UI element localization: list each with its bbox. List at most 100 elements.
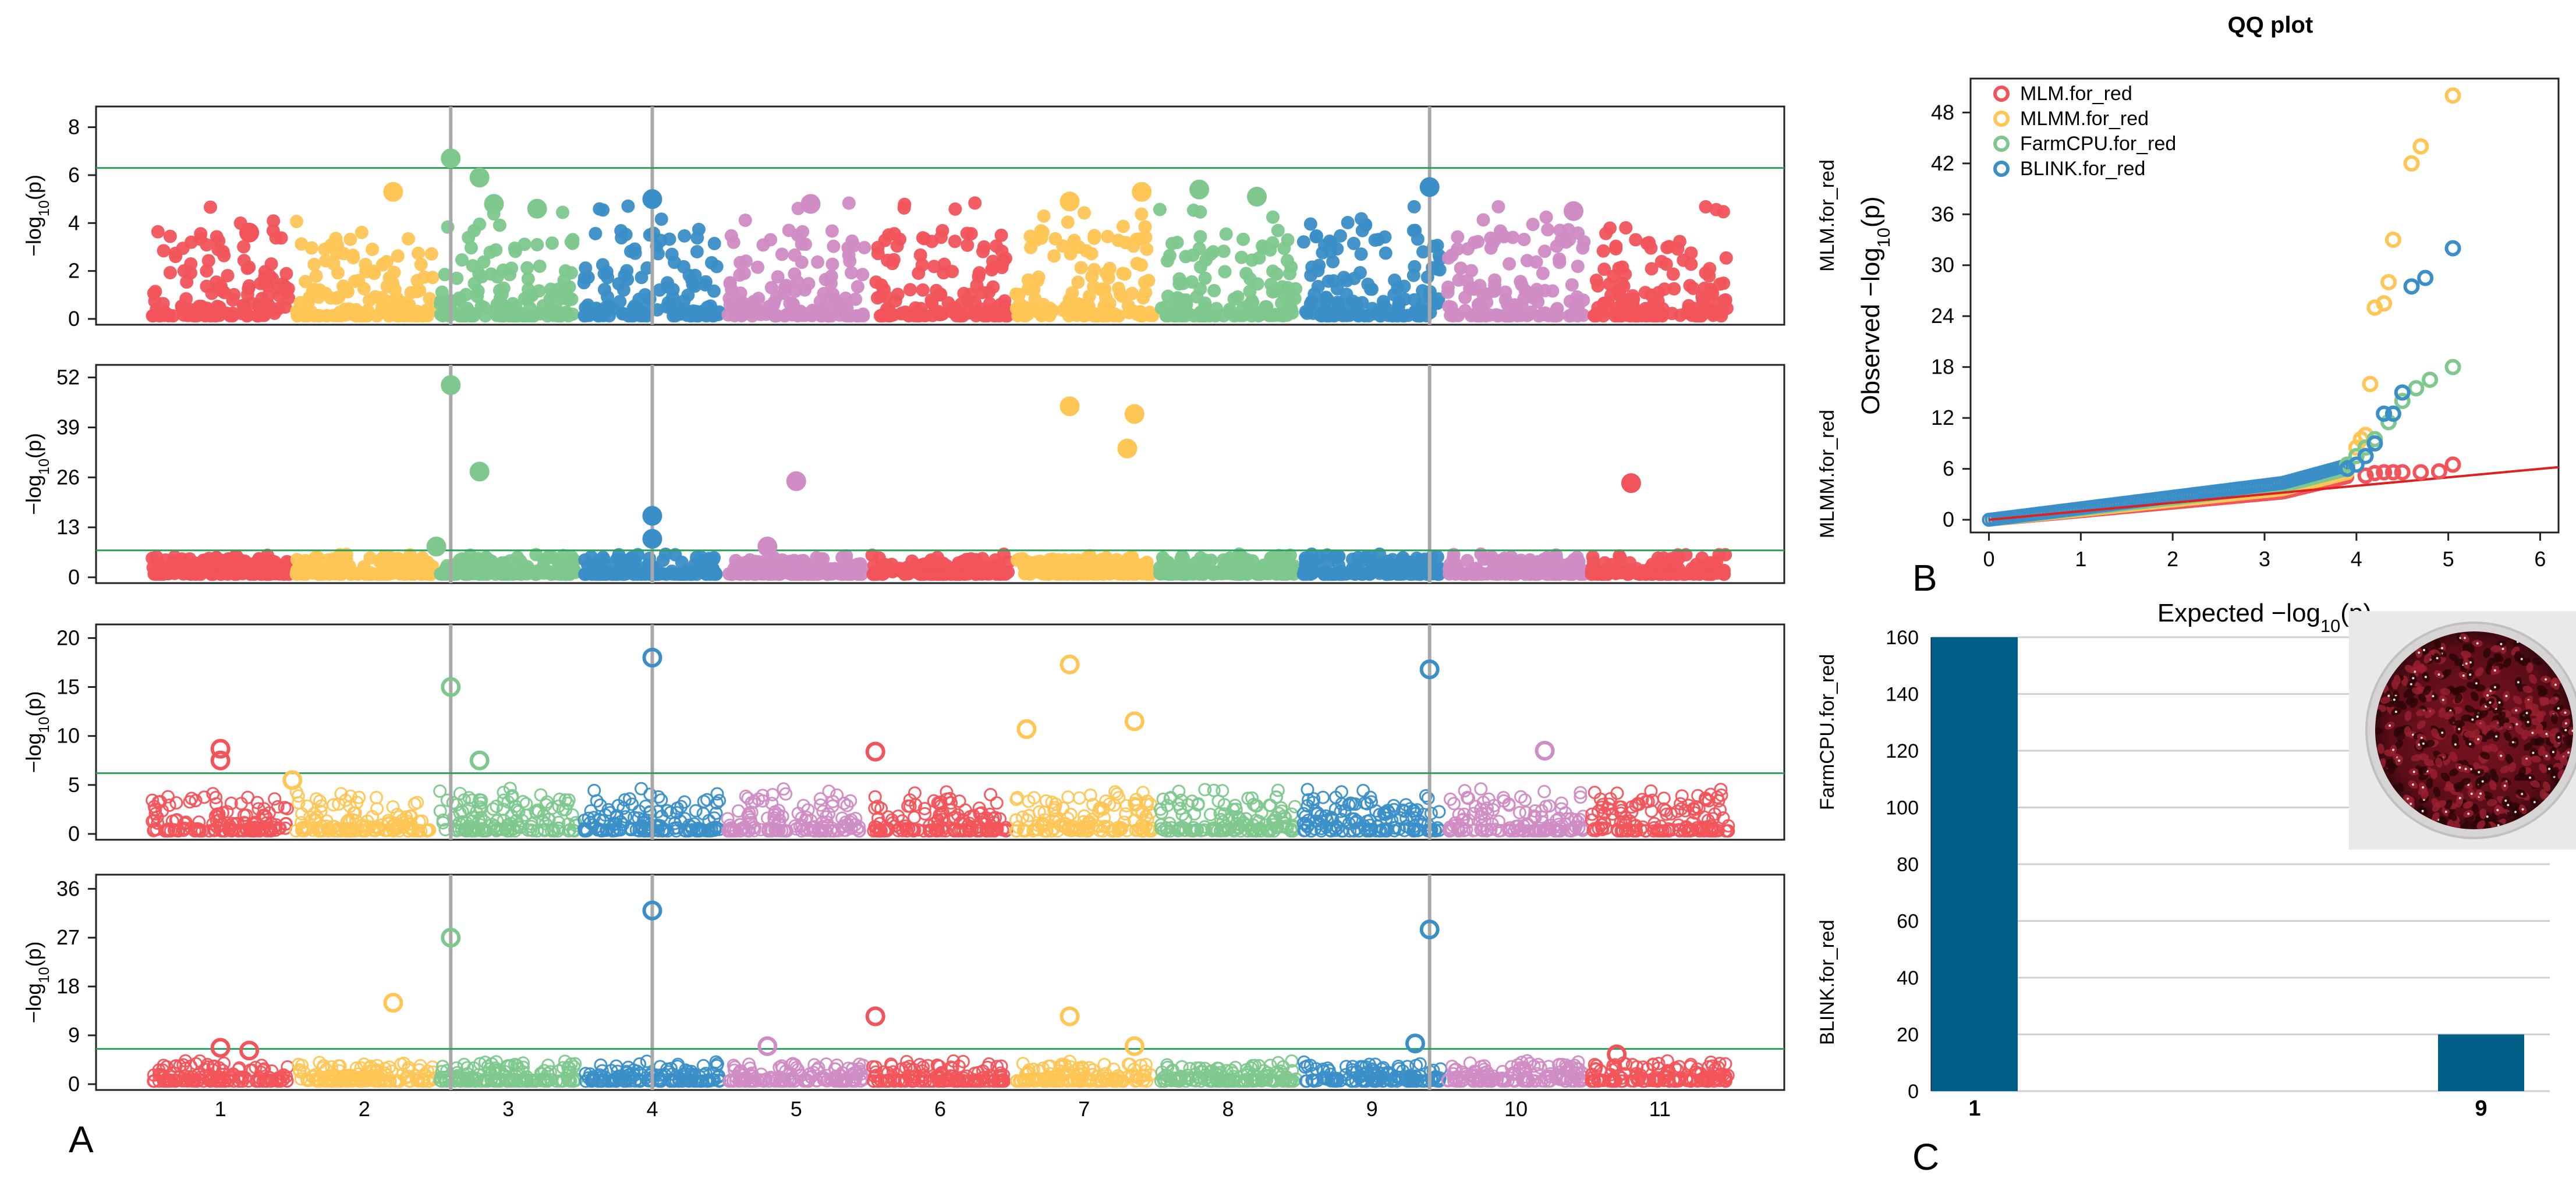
snp-point <box>1262 567 1276 581</box>
snp-point <box>796 553 810 567</box>
snp-point <box>1090 309 1104 323</box>
snp-point <box>1024 566 1038 580</box>
snp-point <box>391 552 405 566</box>
snp-point <box>149 567 163 581</box>
snp-point <box>1319 566 1333 580</box>
snp-point <box>678 229 692 243</box>
snp-point <box>254 276 267 290</box>
snp-point <box>1186 560 1200 574</box>
snp-point <box>226 293 240 307</box>
y-axis-label: −log10(p) <box>22 941 52 1023</box>
snp-point <box>1607 269 1621 283</box>
snp-point <box>890 239 904 253</box>
snp-point <box>1284 301 1298 315</box>
snp-point <box>1061 790 1075 804</box>
snp-point <box>424 247 438 261</box>
snp-point <box>842 196 856 210</box>
snp-point <box>189 559 202 573</box>
snp-point <box>934 230 948 244</box>
snp-point <box>1030 274 1044 287</box>
snp-point <box>1193 230 1207 244</box>
snp-point <box>1476 213 1490 227</box>
snp-point <box>210 230 224 244</box>
snp-point <box>1657 282 1671 296</box>
snp-point <box>757 567 771 581</box>
significant-snp <box>484 194 504 214</box>
snp-point <box>236 299 250 313</box>
snp-point <box>825 224 839 238</box>
snp-point <box>564 235 578 249</box>
snp-point <box>771 270 785 284</box>
snp-point <box>707 284 721 298</box>
snp-point <box>362 293 376 307</box>
snp-point <box>221 269 235 283</box>
snp-point <box>304 241 318 255</box>
snp-point <box>1368 307 1382 321</box>
snp-point <box>1309 230 1323 244</box>
snp-point <box>1486 237 1500 250</box>
snp-point <box>677 294 691 308</box>
snp-point <box>1034 306 1048 319</box>
snp-point <box>1218 265 1232 279</box>
significant-snp <box>757 537 778 557</box>
snp-point <box>269 231 283 245</box>
snp-point <box>1532 309 1546 323</box>
snp-point <box>1503 257 1516 271</box>
snp-point <box>629 304 643 318</box>
snp-point <box>968 196 982 210</box>
snp-point <box>193 232 207 246</box>
snp-point <box>1061 215 1075 229</box>
y-tick-label: 0 <box>68 822 80 846</box>
snp-point <box>1407 200 1421 214</box>
snp-point <box>224 552 238 566</box>
y-tick-label: 9 <box>68 1023 80 1047</box>
snp-point <box>292 307 306 321</box>
snp-point <box>1245 253 1259 267</box>
snp-point <box>1354 247 1368 261</box>
snp-point <box>1379 246 1392 260</box>
snp-point <box>585 567 599 581</box>
snp-point <box>1638 286 1652 300</box>
significant-snp <box>469 750 490 770</box>
snp-point <box>1234 308 1248 322</box>
track-name: MLM.for_red <box>1816 159 1838 272</box>
snp-point <box>998 251 1012 265</box>
snp-point <box>536 299 550 313</box>
snp-point <box>1047 249 1061 263</box>
snp-point <box>621 199 635 213</box>
snp-point <box>311 290 325 304</box>
snp-point <box>166 555 180 569</box>
significant-snp <box>1189 179 1210 200</box>
snp-point <box>845 234 859 248</box>
snp-point <box>916 283 930 297</box>
snp-point <box>1655 556 1669 570</box>
snp-point <box>1165 237 1179 251</box>
snp-point <box>628 242 642 256</box>
snp-point <box>1719 251 1733 265</box>
snp-point <box>1021 282 1035 296</box>
snp-point <box>972 266 986 280</box>
snp-point <box>163 266 177 279</box>
snp-point <box>1023 229 1037 243</box>
snp-point <box>214 279 228 293</box>
snp-point <box>462 304 476 318</box>
snp-point <box>1474 782 1488 796</box>
snp-point <box>1407 293 1421 307</box>
snp-point <box>635 782 648 796</box>
snp-point <box>766 555 780 569</box>
snp-point <box>1463 282 1477 296</box>
snp-point <box>1405 567 1419 581</box>
snp-point <box>589 226 603 240</box>
snp-point <box>1537 244 1551 258</box>
snp-point <box>731 804 745 818</box>
snp-cloud <box>147 1054 1735 1088</box>
snp-point <box>824 276 838 290</box>
snp-point <box>984 788 998 801</box>
snp-point <box>917 232 931 246</box>
y-tick-label: 26 <box>56 465 80 489</box>
snp-point <box>756 238 770 252</box>
snp-point <box>809 559 823 573</box>
snp-point <box>348 274 362 288</box>
snp-point <box>1101 230 1115 243</box>
snp-point <box>491 270 504 284</box>
